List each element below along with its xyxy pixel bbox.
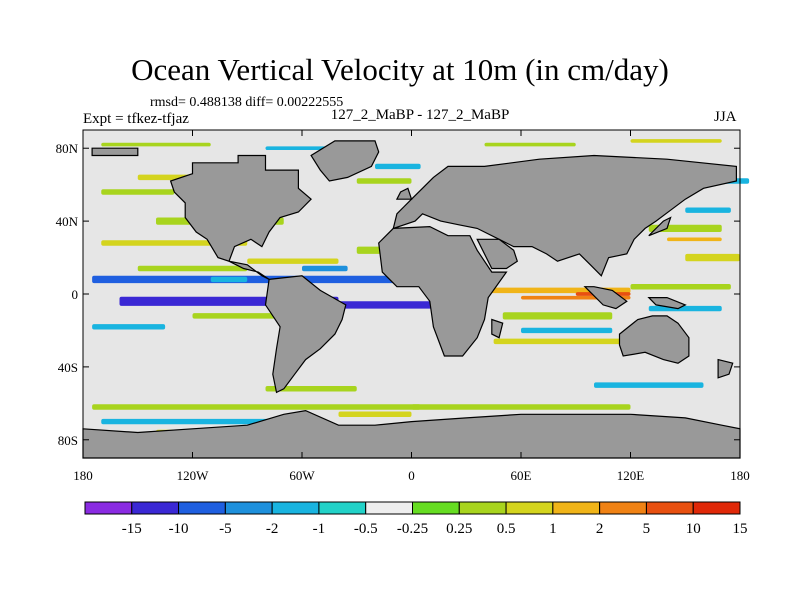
colorbar-label: -0.5 [354,521,378,537]
anomaly-patch [247,258,339,264]
anomaly-patch [375,163,421,170]
colorbar-swatch [178,501,226,515]
land-mask [647,297,687,310]
x-tick-label: 180 [730,468,750,483]
anomaly-patch [92,404,421,410]
anomaly-patch [265,386,357,392]
colorbar: -15 -10 -5 -2 -1 -0.5 -0.25 0.25 0.5 1 2 5 10 15 [84,501,748,537]
experiment-label: Expt = tfkez-tfjaz [83,111,189,127]
x-tick-label: 180 [73,468,93,483]
colorbar-swatch [458,501,507,515]
colorbar-label: 10 [686,521,701,537]
colorbar-swatch [271,501,320,515]
colorbar-label: -5 [219,521,232,537]
colorbar-label: -2 [266,521,279,537]
land-mask [717,358,734,379]
x-tick-label: 60E [511,468,532,483]
anomaly-patch [630,283,731,290]
colorbar-swatch [645,501,694,515]
colorbar-swatch [412,501,460,515]
anomaly-patch [137,265,248,272]
anomaly-patch [521,327,613,334]
anomaly-patch [594,382,704,388]
land-mask [648,216,672,237]
y-tick-label: 80N [56,141,79,156]
x-tick-label: 0 [408,468,415,483]
anomaly-patch [92,275,412,284]
anomaly-patch [685,207,731,213]
x-tick-label: 120E [617,468,645,483]
colorbar-label: -15 [122,521,142,537]
y-tick-label: 0 [72,287,79,302]
anomaly-patch [356,178,412,184]
map-axes: 180 120W 60W 0 60E 120E 180 80N 40N 0 40S 80S [56,129,750,483]
anomaly-patch [502,312,613,320]
anomaly-patch [302,265,348,272]
colorbar-label: -10 [169,521,189,537]
anomaly-patch [685,253,740,262]
anomaly-patch [338,411,412,417]
colorbar-swatch [365,501,414,515]
land-mask [476,238,519,270]
colorbar-label: 15 [733,521,748,537]
land-mask [583,286,628,310]
colorbar-swatch [692,501,741,515]
colorbar-label: 5 [643,521,651,537]
land-mask [618,315,690,364]
anomaly-patch [667,237,722,242]
colorbar-label: 0.25 [446,521,472,537]
y-tick-label: 40S [58,360,78,375]
colorbar-label: 1 [549,521,557,537]
x-tick-label: 60W [289,468,315,483]
land-mask [264,275,347,394]
y-tick-label: 80S [58,433,78,448]
plot-title: Ocean Vertical Velocity at 10m (in cm/da… [131,52,669,87]
y-tick-label: 40N [56,214,79,229]
land-mask [392,154,738,277]
colorbar-label: 0.5 [497,521,516,537]
anomaly-patch [92,324,166,330]
colorbar-label: -1 [313,521,326,537]
map-area [82,130,750,459]
land-mask [91,147,139,157]
x-tick-label: 120W [177,468,210,483]
anomaly-patch [411,404,631,410]
colorbar-label: -0.25 [397,521,428,537]
land-mask [169,154,312,262]
colorbar-swatch [131,501,180,515]
land-mask [378,225,508,357]
colorbar-swatch [224,501,273,515]
anomaly-patch [648,305,722,312]
colorbar-swatch [318,501,367,515]
anomaly-patch [101,142,211,147]
anomaly-patch [493,338,622,345]
anomaly-patch [210,276,248,283]
colorbar-swatch [552,501,601,515]
colorbar-swatch [599,501,647,515]
colorbar-swatch [505,501,554,515]
land-mask [310,140,380,182]
anomaly-patch [630,139,722,143]
anomaly-patch [101,189,175,195]
anomaly-patch [338,301,448,309]
season-label: JJA [714,109,737,125]
anomaly-patch [484,142,576,147]
stats-label: rmsd= 0.488138 diff= 0.00222555 [150,95,344,110]
comparison-label: 127_2_MaBP - 127_2_MaBP [330,107,510,123]
colorbar-swatch [84,501,133,515]
land-mask [491,318,504,339]
land-mask [395,187,413,200]
colorbar-label: 2 [596,521,604,537]
